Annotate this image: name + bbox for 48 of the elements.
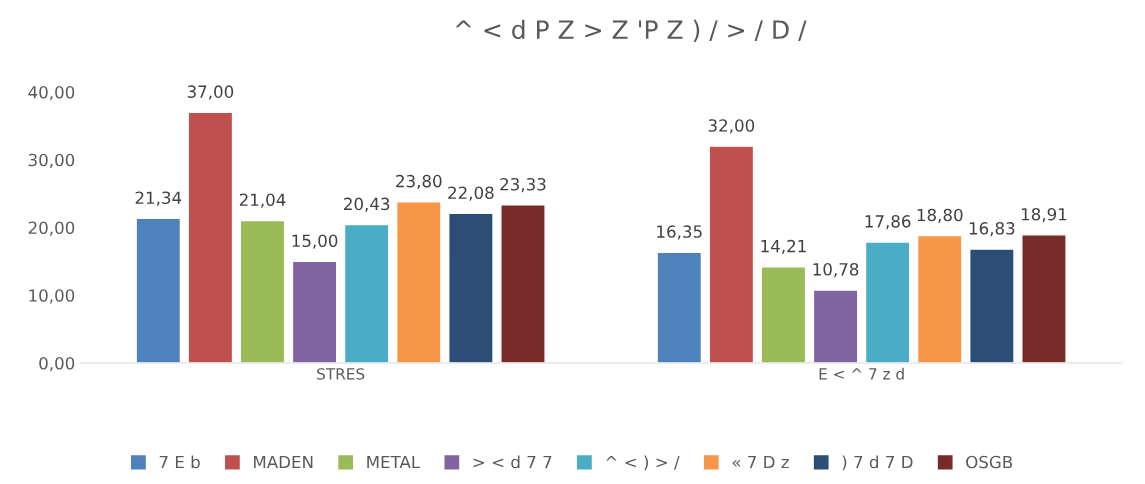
y-tick-label: 20,00	[28, 221, 75, 236]
x-tick-label: STRES	[317, 368, 365, 380]
data-label: 16,35	[657, 225, 702, 240]
bar	[708, 145, 755, 363]
data-label: 23,80	[396, 174, 442, 190]
legend-label: « 7 D z	[732, 455, 789, 469]
legend-label: METAL	[367, 455, 421, 469]
data-label: 15,00	[292, 234, 338, 249]
bar	[448, 212, 494, 363]
bar	[135, 217, 182, 363]
legend-label: 7 E b	[159, 455, 200, 469]
data-label: 32,00	[708, 119, 755, 134]
data-label: 16,83	[969, 222, 1015, 237]
y-tick-label: 0,00	[39, 356, 75, 372]
data-label: 18,91	[1021, 207, 1067, 223]
bar	[916, 234, 963, 363]
bar	[500, 204, 546, 363]
data-label: 22,08	[448, 186, 494, 201]
y-tick-label: 30,00	[28, 153, 75, 168]
chart-title: ^ < d P Z > Z 'P Z ) / > / D /	[455, 19, 807, 43]
bar	[187, 111, 234, 363]
legend-label: OSGB	[966, 455, 1013, 469]
y-tick-label: 10,00	[29, 289, 75, 304]
data-label: 14,21	[761, 239, 806, 255]
data-label: 37,00	[187, 85, 234, 100]
bar	[1021, 234, 1067, 363]
bar	[291, 260, 338, 363]
bar	[239, 219, 286, 363]
x-tick-label: E < ^ 7 z d	[819, 367, 904, 380]
data-label: 18,80	[917, 208, 963, 223]
data-label: 23,33	[500, 177, 546, 193]
data-label: 21,04	[239, 193, 286, 208]
bar	[864, 241, 911, 363]
data-label: 20,43	[344, 197, 390, 212]
bar	[969, 248, 1015, 363]
data-label: 10,78	[813, 263, 859, 278]
legend-label: ^ < ) > /	[606, 455, 680, 471]
data-label: 21,34	[135, 191, 182, 206]
bar	[656, 251, 703, 363]
bar	[760, 266, 807, 363]
legend-label: ) 7 d 7 D	[842, 455, 913, 471]
y-tick-label: 40,00	[28, 85, 75, 101]
legend-label: > < d 7 7	[473, 455, 552, 469]
bar	[812, 289, 859, 363]
bar	[395, 201, 442, 363]
legend-label: MADEN	[254, 455, 313, 469]
data-label: 17,86	[865, 215, 911, 230]
bar	[343, 223, 390, 363]
